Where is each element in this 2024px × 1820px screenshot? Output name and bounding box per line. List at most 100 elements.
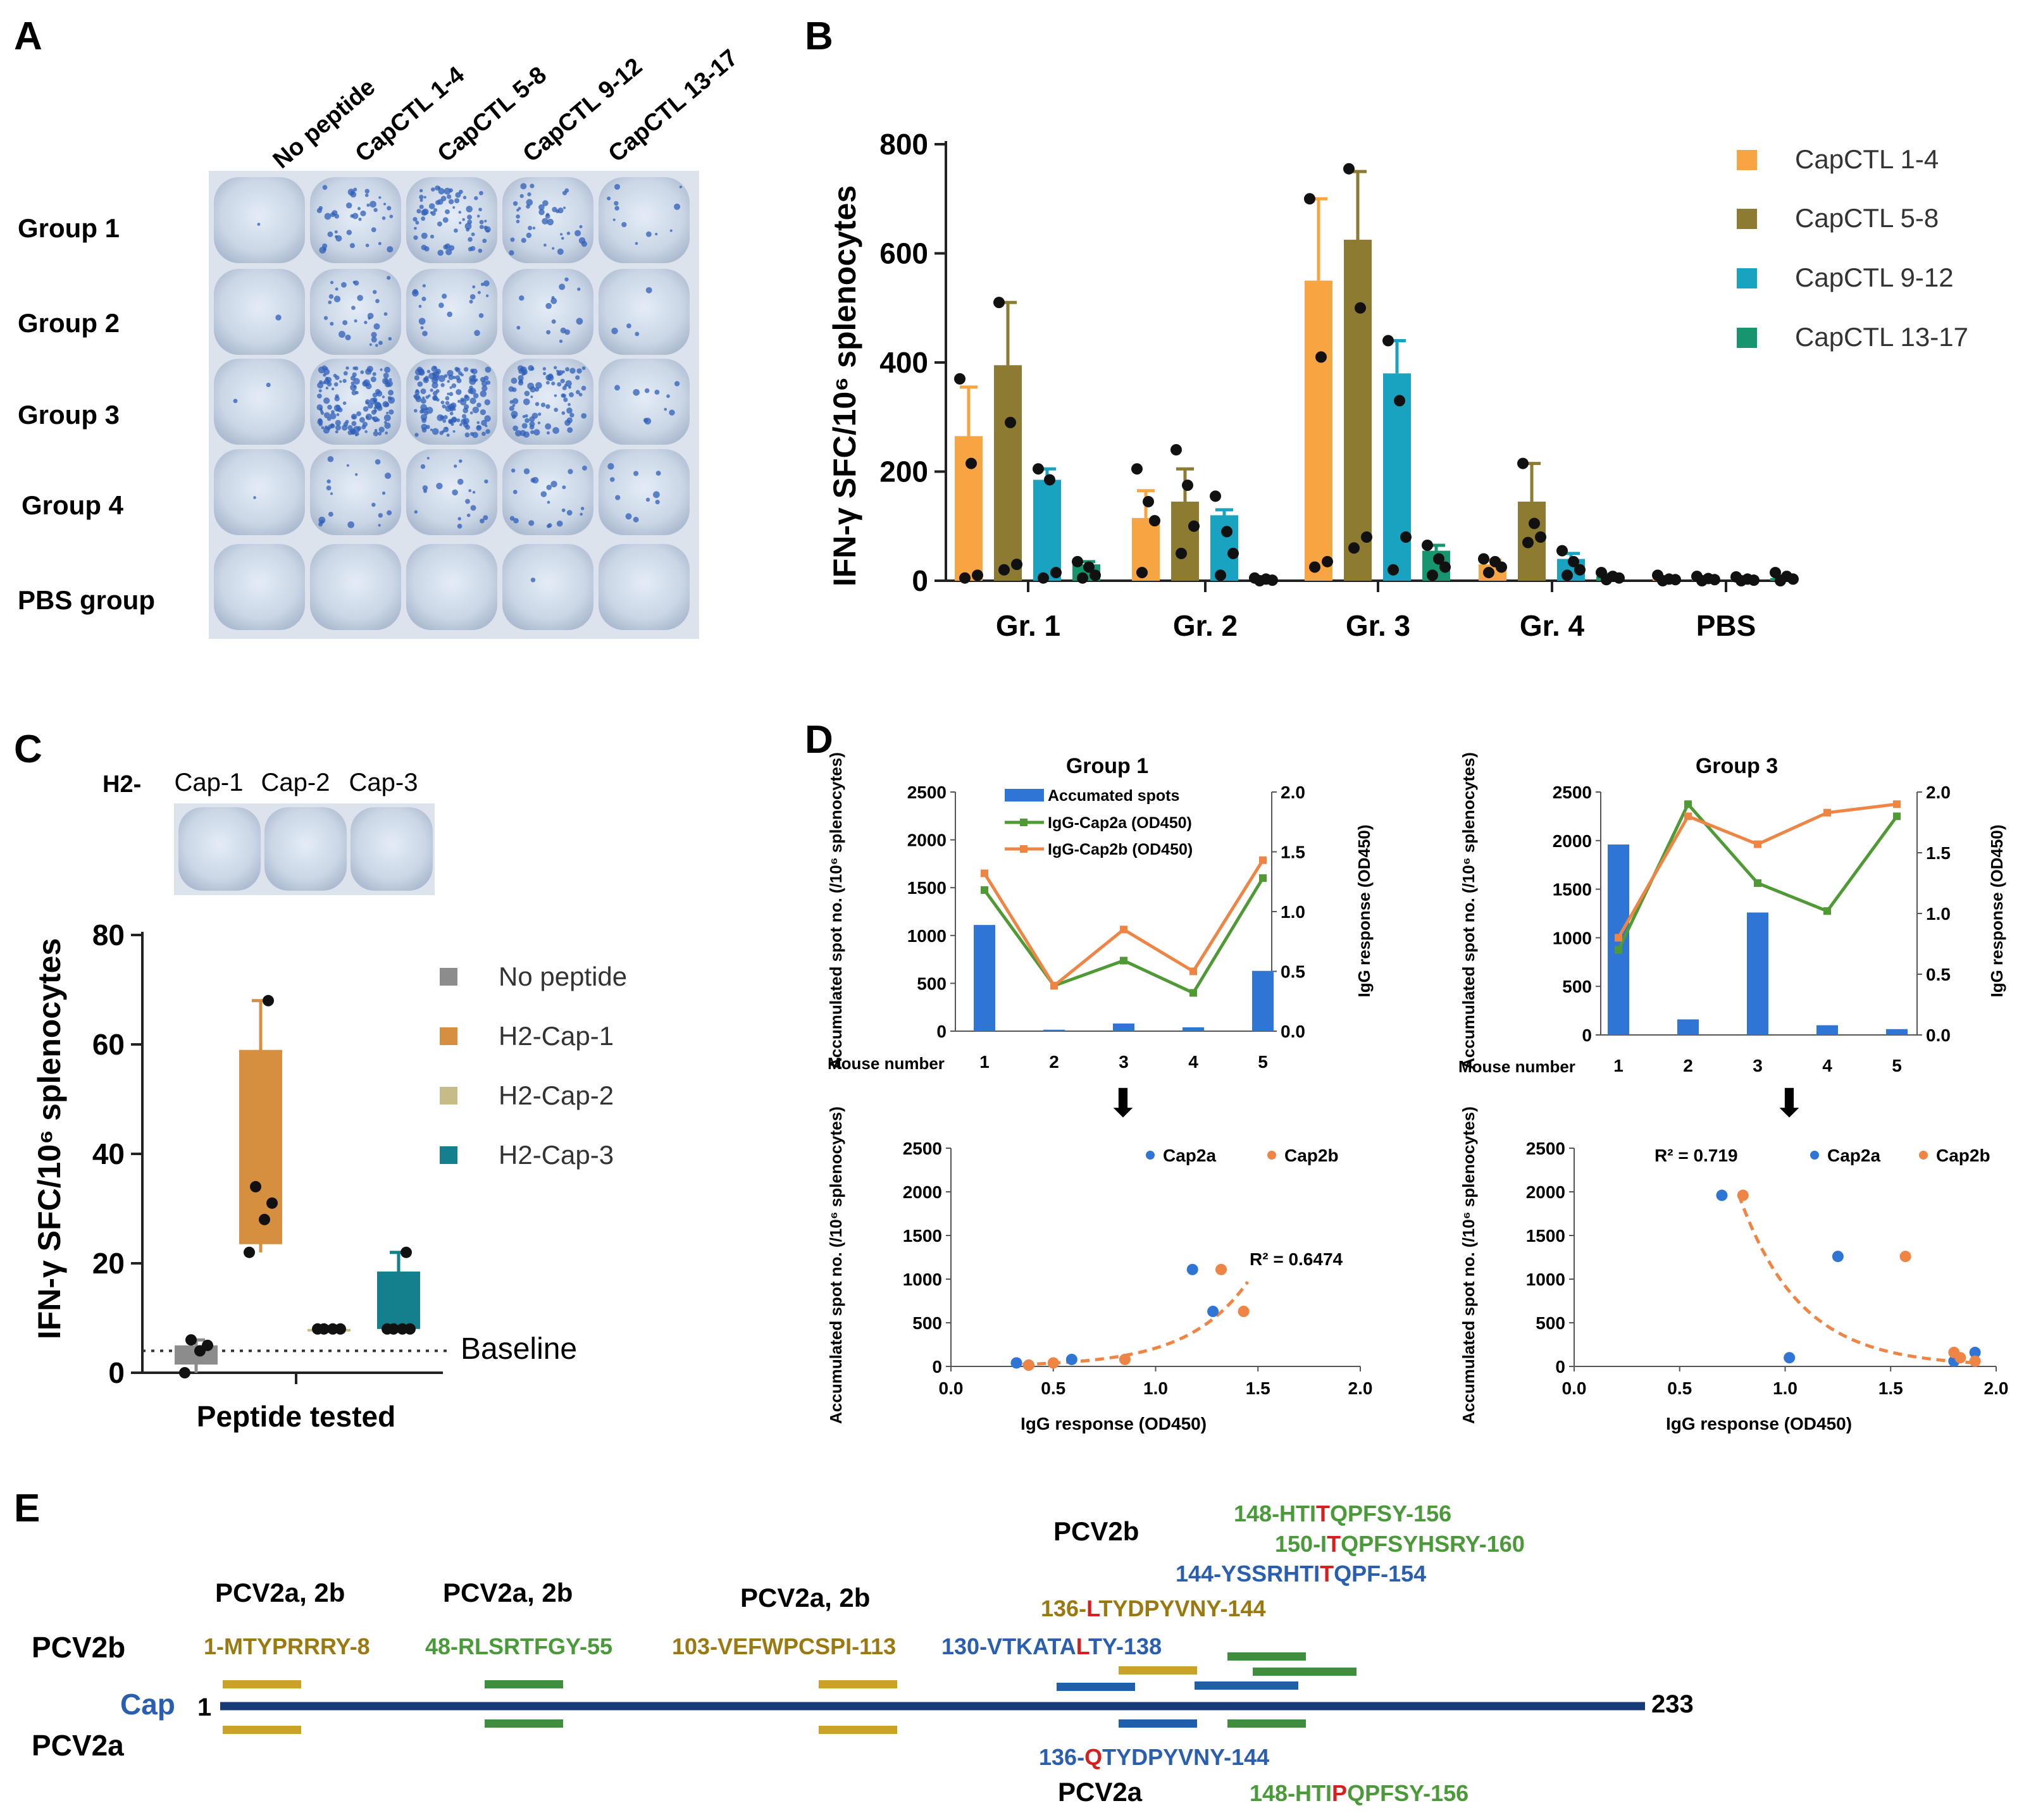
- spot: [557, 207, 564, 214]
- bar: [1677, 1019, 1699, 1035]
- spot: [530, 478, 536, 483]
- legend-marker: [1267, 1151, 1276, 1160]
- spot: [384, 378, 388, 383]
- spot: [527, 192, 531, 197]
- group-label: PCV2a, 2b: [740, 1583, 870, 1613]
- cap-start-label: 1: [197, 1693, 211, 1721]
- spot: [566, 407, 573, 414]
- spot: [582, 466, 587, 471]
- spot: [433, 207, 438, 213]
- x-axis-label: IgG response (OD450): [1021, 1414, 1207, 1433]
- data-point: [259, 1213, 270, 1225]
- spot: [625, 513, 632, 520]
- spot: [326, 479, 331, 484]
- spot: [460, 397, 464, 402]
- spot: [257, 223, 261, 226]
- data-point: [1309, 561, 1320, 573]
- spot: [422, 208, 429, 216]
- spot: [467, 220, 473, 225]
- spot: [530, 578, 536, 583]
- spot: [456, 418, 461, 423]
- spot: [442, 217, 449, 223]
- data-point: [1433, 553, 1444, 565]
- x-tick-label: 1.5: [1878, 1378, 1903, 1398]
- spot: [545, 423, 552, 430]
- spot: [468, 388, 473, 394]
- epitope-label: 148-HTITQPFSY-156: [1234, 1501, 1451, 1526]
- spot: [545, 302, 552, 309]
- spot: [523, 398, 530, 405]
- line-marker: [1120, 925, 1127, 934]
- spot: [519, 194, 524, 199]
- spot: [542, 218, 549, 225]
- spot: [421, 398, 426, 404]
- spot: [532, 226, 536, 230]
- spot: [342, 379, 347, 383]
- legend: Accumated spots IgG-Cap2a (OD450) IgG-Ca…: [1005, 787, 1193, 858]
- spot: [561, 393, 566, 398]
- spot: [664, 407, 667, 411]
- data-point: [1322, 555, 1333, 567]
- spot: [545, 381, 550, 385]
- y-tick-label: 1500: [903, 1226, 942, 1246]
- spot: [425, 395, 430, 399]
- legend-marker: [1146, 1151, 1155, 1160]
- spot: [343, 421, 349, 427]
- epitope-segment: 150-I: [1275, 1531, 1327, 1557]
- spot: [463, 195, 467, 199]
- spot: [481, 380, 488, 387]
- spot: [452, 489, 458, 496]
- spot: [545, 375, 552, 381]
- spot: [528, 225, 533, 230]
- y-tick-label-right: 1.5: [1281, 843, 1305, 862]
- y-tick-label-right: 1.5: [1926, 843, 1951, 863]
- spot: [454, 464, 457, 468]
- spot: [546, 485, 552, 490]
- spot: [445, 396, 450, 400]
- trendline-path: [1737, 1194, 1975, 1365]
- x-tick-label: PBS: [1696, 609, 1756, 642]
- bar: [1747, 912, 1768, 1035]
- epitope-marker: [1253, 1668, 1357, 1676]
- legend-swatch: [440, 968, 457, 986]
- y-tick-label: 1500: [907, 878, 947, 898]
- spot: [373, 323, 380, 330]
- y-tick-label: 200: [879, 455, 928, 488]
- data-point: [1388, 564, 1399, 576]
- data-point: [404, 1323, 416, 1335]
- spot: [431, 428, 439, 435]
- x-tick-label: 2: [1683, 1056, 1693, 1075]
- epitope-marker: [1227, 1652, 1306, 1661]
- spot: [323, 397, 330, 404]
- spot: [464, 223, 472, 230]
- spot: [371, 409, 376, 415]
- y-axis-label-right: IgG response (OD450): [1987, 824, 2006, 997]
- spot: [372, 290, 377, 294]
- data-point: [1784, 1352, 1796, 1364]
- row-label-pcv2b: PCV2b: [32, 1631, 125, 1664]
- spot: [374, 401, 381, 409]
- spot: [347, 521, 355, 528]
- data-point: [1176, 547, 1187, 559]
- spot: [452, 206, 456, 209]
- spot: [383, 421, 387, 424]
- spot: [342, 401, 347, 405]
- data-point: [1601, 574, 1612, 586]
- data-point: [993, 297, 1005, 309]
- spot: [551, 381, 556, 386]
- y-tick-label: 0: [912, 564, 928, 597]
- epitope-label: 48-RLSRTFGY-55: [425, 1633, 612, 1659]
- spot: [329, 412, 337, 419]
- spot: [655, 233, 658, 236]
- well: [599, 359, 690, 445]
- spot: [509, 250, 514, 256]
- chart-title: Group 3: [1696, 754, 1778, 778]
- data-point: [1044, 474, 1055, 486]
- spot: [371, 227, 376, 233]
- spot: [373, 431, 379, 436]
- spot: [545, 213, 550, 219]
- spot: [469, 431, 475, 436]
- spot: [366, 366, 373, 373]
- y-tick-label-right: 1.0: [1281, 902, 1305, 922]
- epitope-label: 150-ITQPFSYHSRY-160: [1275, 1531, 1525, 1557]
